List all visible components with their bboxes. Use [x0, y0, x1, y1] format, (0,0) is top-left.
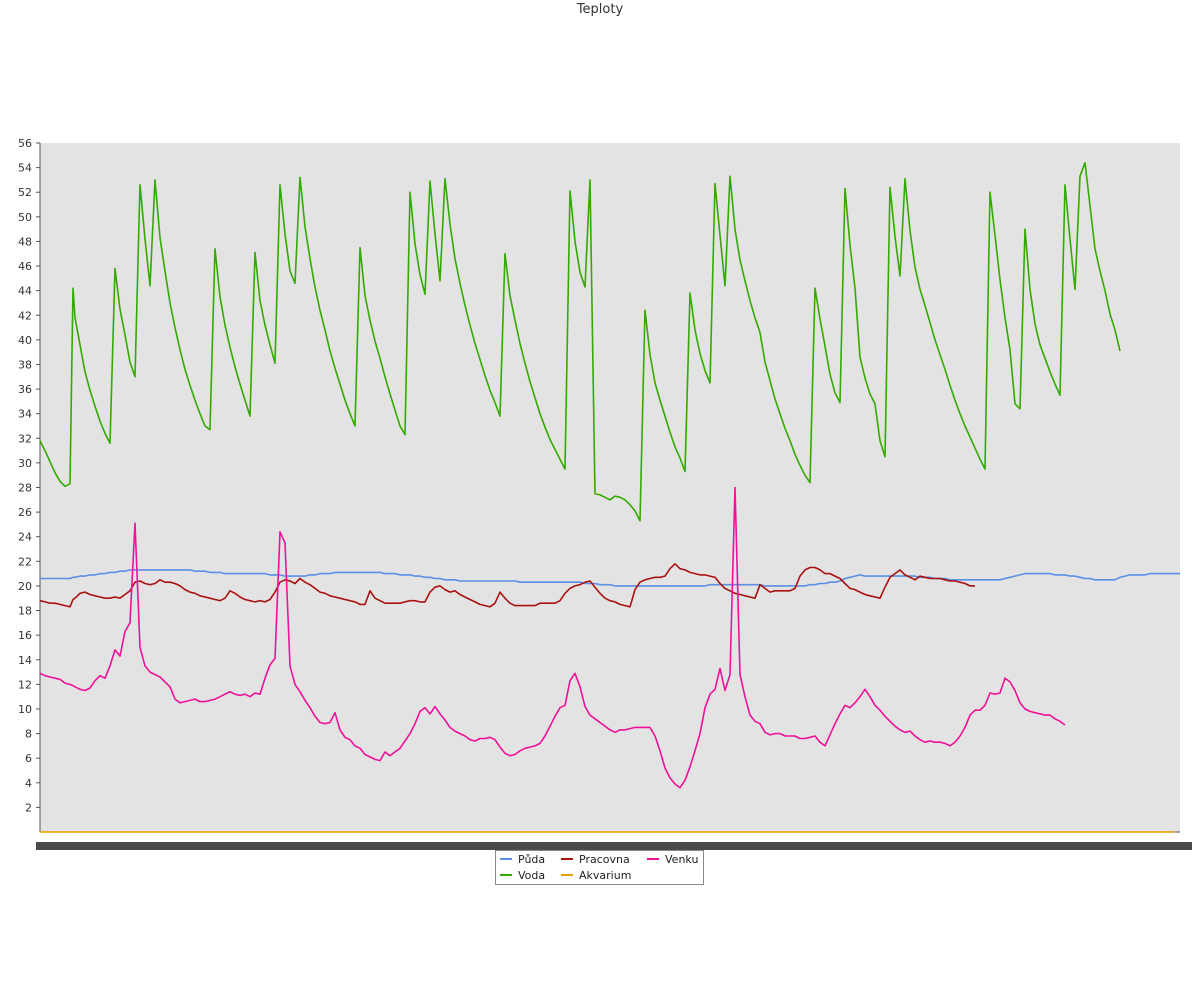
y-tick-label: 20	[18, 580, 32, 593]
legend-item-voda: Voda	[500, 868, 545, 884]
y-tick-label: 52	[18, 186, 32, 199]
legend-swatch-pracovna	[561, 858, 573, 860]
y-tick-label: 50	[18, 211, 32, 224]
y-tick-label: 44	[18, 285, 32, 298]
y-tick-label: 4	[25, 777, 32, 790]
y-tick-label: 6	[25, 752, 32, 765]
y-tick-label: 26	[18, 506, 32, 519]
y-tick-label: 54	[18, 162, 32, 175]
y-tick-label: 8	[25, 728, 32, 741]
y-tick-label: 36	[18, 383, 32, 396]
series-line-venku	[39, 486, 1066, 789]
y-tick-label: 46	[18, 260, 32, 273]
series-group	[39, 161, 1180, 833]
y-tick-label: 14	[18, 654, 32, 667]
legend-label-pracovna: Pracovna	[579, 853, 630, 866]
legend-label-voda: Voda	[518, 869, 546, 882]
legend: Půda Pracovna Venku Voda Akvarium	[495, 850, 704, 885]
y-tick-label: 12	[18, 678, 32, 691]
y-tick-label: 28	[18, 482, 32, 495]
legend-swatch-akvarium	[561, 874, 573, 876]
y-tick-label: 40	[18, 334, 32, 347]
series-line-pracovna	[39, 562, 975, 608]
legend-swatch-venku	[647, 858, 659, 860]
y-tick-label: 24	[18, 531, 32, 544]
y-tick-label: 48	[18, 235, 32, 248]
y-tick-label: 2	[25, 801, 32, 814]
chart-title: Teploty	[576, 2, 624, 17]
y-tick-label: 56	[18, 137, 32, 150]
y-tick-label: 10	[18, 703, 32, 716]
legend-label-akvarium: Akvarium	[579, 869, 632, 882]
legend-item-venku: Venku	[647, 852, 698, 868]
legend-item-pracovna: Pracovna	[561, 852, 630, 868]
y-tick-label: 30	[18, 457, 32, 470]
legend-label-puda: Půda	[518, 853, 546, 866]
legend-item-akvarium: Akvarium	[561, 868, 631, 884]
series-line-puda	[40, 569, 1180, 587]
y-tick-label: 22	[18, 555, 32, 568]
y-tick-label: 34	[18, 408, 32, 421]
y-tick-label: 38	[18, 358, 32, 371]
y-tick-label: 42	[18, 309, 32, 322]
x-tick-label-band	[36, 842, 1192, 850]
legend-swatch-voda	[500, 874, 512, 876]
series-line-voda	[39, 161, 1121, 522]
y-tick-label: 16	[18, 629, 32, 642]
legend-swatch-puda	[500, 858, 512, 860]
y-tick-label: 18	[18, 605, 32, 618]
x-axis	[36, 831, 1192, 850]
y-tick-label: 32	[18, 432, 32, 445]
y-axis: 2468101214161820222426283032343638404244…	[18, 137, 41, 832]
legend-label-venku: Venku	[665, 853, 699, 866]
plot-area	[40, 143, 1180, 832]
legend-item-puda: Půda	[500, 852, 545, 868]
